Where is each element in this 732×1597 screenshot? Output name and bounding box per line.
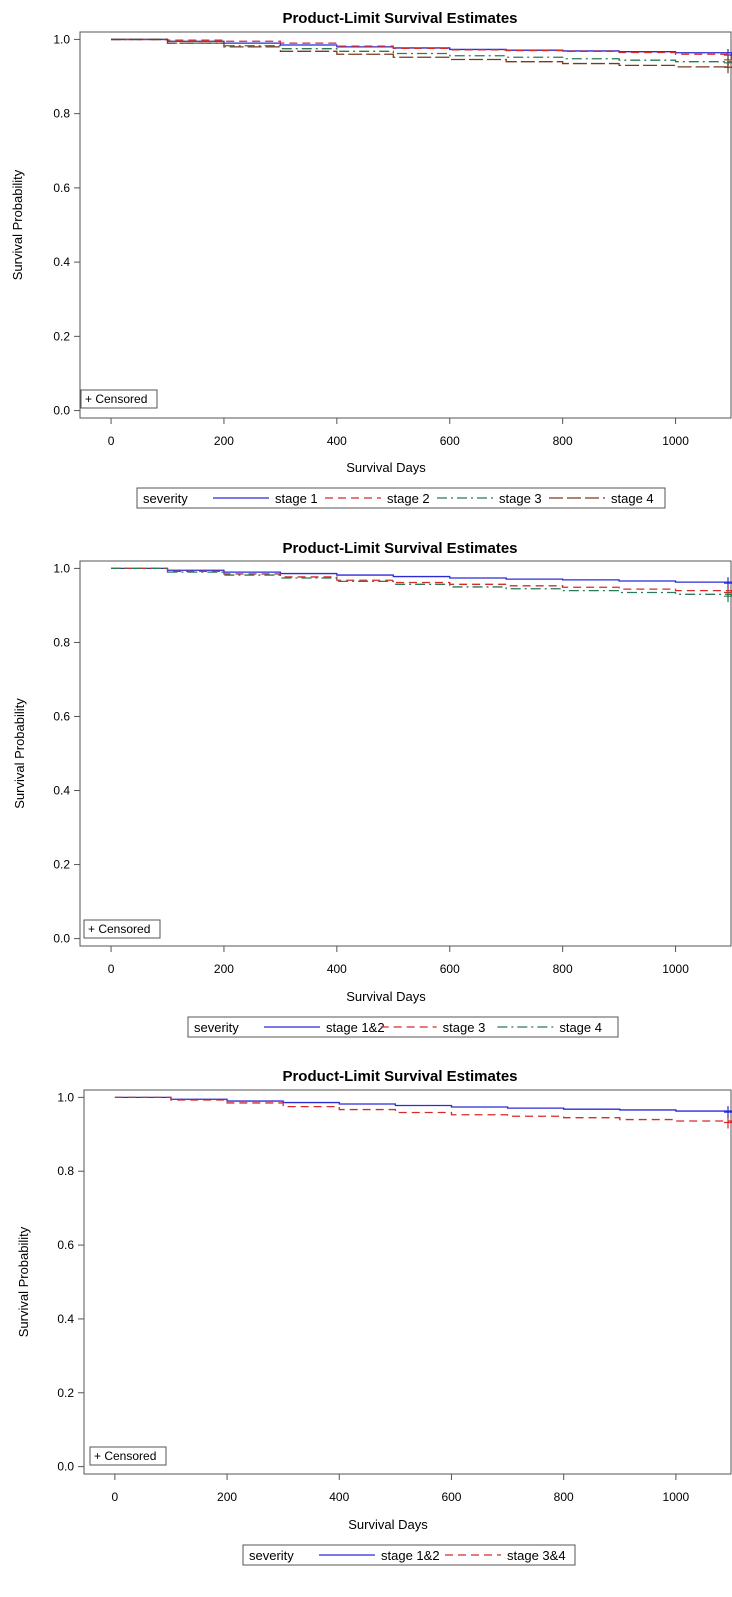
x-tick-label: 800 <box>554 1490 574 1504</box>
chart-title: Product-Limit Survival Estimates <box>282 540 517 557</box>
y-tick-label: 0.0 <box>53 932 70 946</box>
x-tick-label: 1000 <box>662 434 689 448</box>
legend-title: severity <box>143 491 188 506</box>
x-tick-label: 200 <box>217 1490 237 1504</box>
y-tick-label: 0.6 <box>53 181 70 195</box>
legend: severity stage 1&2 stage 3&4 <box>243 1545 575 1565</box>
series-line-1 <box>111 568 732 583</box>
x-axis-label: Survival Days <box>348 1517 428 1532</box>
chart-3: Product-Limit Survival Estimates 0 200 400 6… <box>16 1068 732 1565</box>
plot-frame <box>84 1090 731 1474</box>
y-tick-label: 0.0 <box>57 1460 74 1474</box>
x-tick-label: 0 <box>108 434 115 448</box>
x-tick-label: 200 <box>214 434 234 448</box>
x-tick-label: 400 <box>329 1490 349 1504</box>
chart-title: Product-Limit Survival Estimates <box>282 10 517 27</box>
y-tick-label: 1.0 <box>53 32 70 46</box>
x-tick-label: 0 <box>108 962 115 976</box>
legend-label-3: stage 3 <box>499 491 542 506</box>
legend-box <box>188 1017 618 1037</box>
legend: severity stage 1&2 stage 3 stage 4 <box>188 1017 618 1037</box>
legend: severity stage 1 stage 2 stage 3 stage 4 <box>137 488 665 508</box>
y-tick-label: 0.4 <box>57 1312 74 1326</box>
y-tick-label: 0.2 <box>57 1386 74 1400</box>
y-tick-label: 0.2 <box>53 858 70 872</box>
censored-label: + Censored <box>88 922 150 936</box>
y-tick-label: 0.8 <box>53 635 70 649</box>
legend-label-2: stage 3&4 <box>507 1548 566 1563</box>
y-tick-label: 0.0 <box>53 404 70 418</box>
x-axis-label: Survival Days <box>346 460 426 475</box>
y-axis-label: Survival Probability <box>12 698 27 809</box>
x-tick-label: 400 <box>327 434 347 448</box>
y-tick-label: 0.2 <box>53 329 70 343</box>
chart-1: Product-Limit Survival Estimates 0 200 400 6… <box>10 10 732 508</box>
x-tick-label: 600 <box>440 434 460 448</box>
y-tick-label: 0.6 <box>53 709 70 723</box>
legend-label-3: stage 4 <box>559 1020 602 1035</box>
legend-label-1: stage 1 <box>275 491 318 506</box>
legend-label-1: stage 1&2 <box>326 1020 385 1035</box>
series-line-3 <box>111 568 732 596</box>
plot-frame <box>80 32 731 418</box>
y-axis-label: Survival Probability <box>10 169 25 280</box>
x-tick-label: 1000 <box>662 962 689 976</box>
chart-2: Product-Limit Survival Estimates 0 200 400 6… <box>12 540 732 1037</box>
x-tick-label: 1000 <box>663 1490 690 1504</box>
legend-title: severity <box>249 1548 294 1563</box>
y-tick-label: 0.6 <box>57 1238 74 1252</box>
x-tick-label: 600 <box>440 962 460 976</box>
x-tick-label: 800 <box>553 434 573 448</box>
plot-frame <box>80 561 731 946</box>
y-axis-label: Survival Probability <box>16 1226 31 1337</box>
chart-title: Product-Limit Survival Estimates <box>282 1068 517 1085</box>
legend-label-1: stage 1&2 <box>381 1548 440 1563</box>
y-tick-label: 0.8 <box>53 107 70 121</box>
y-tick-label: 1.0 <box>53 561 70 575</box>
legend-title: severity <box>194 1020 239 1035</box>
y-tick-label: 0.4 <box>53 255 70 269</box>
censored-label: + Censored <box>94 1449 156 1463</box>
x-tick-label: 0 <box>112 1490 119 1504</box>
x-tick-label: 800 <box>553 962 573 976</box>
legend-label-4: stage 4 <box>611 491 654 506</box>
x-tick-label: 200 <box>214 962 234 976</box>
y-tick-label: 0.4 <box>53 784 70 798</box>
y-tick-label: 1.0 <box>57 1090 74 1104</box>
x-axis-label: Survival Days <box>346 989 426 1004</box>
censored-label: + Censored <box>85 392 147 406</box>
x-tick-label: 600 <box>441 1490 461 1504</box>
legend-label-2: stage 3 <box>443 1020 486 1035</box>
y-tick-label: 0.8 <box>57 1164 74 1178</box>
x-tick-label: 400 <box>327 962 347 976</box>
legend-label-2: stage 2 <box>387 491 430 506</box>
